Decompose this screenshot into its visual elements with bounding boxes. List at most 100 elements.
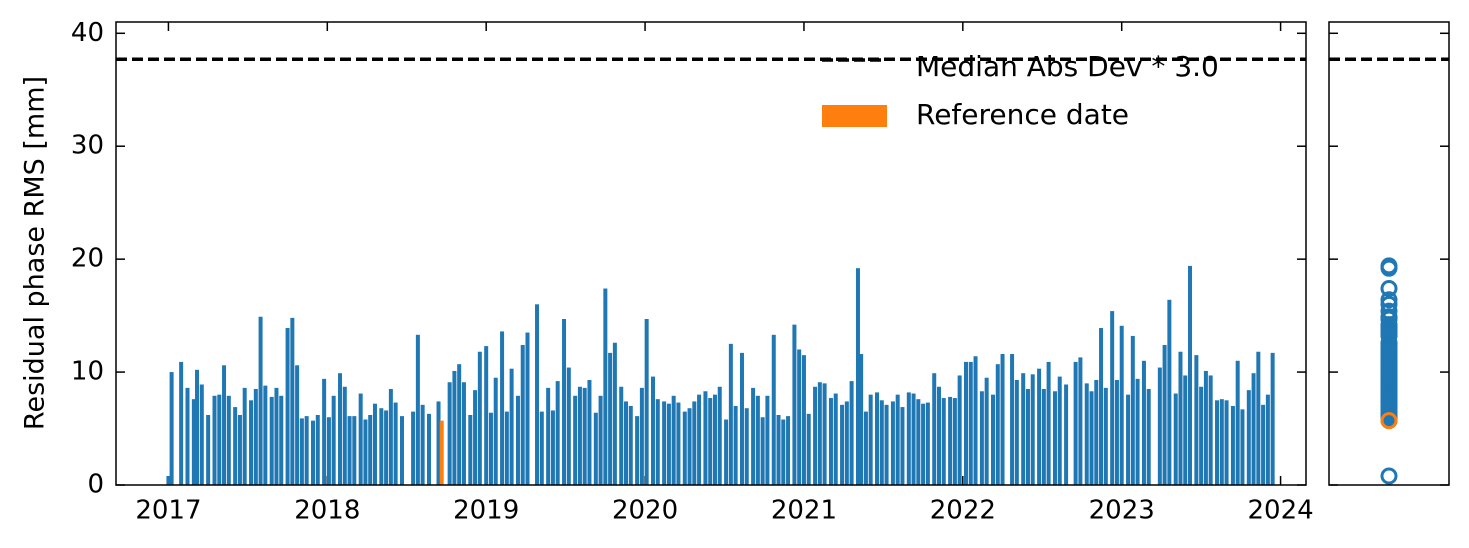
bar [765, 395, 770, 485]
side-point [1380, 344, 1398, 362]
legend-label: Median Abs Dev * 3.0 [916, 50, 1219, 83]
bar [290, 317, 295, 485]
bar [426, 413, 431, 485]
x-tick-label: 2018 [294, 496, 360, 526]
bar [925, 402, 930, 485]
bar [358, 393, 363, 485]
bar [368, 414, 373, 485]
bar [666, 403, 671, 485]
bar [619, 386, 624, 485]
bar [447, 382, 452, 485]
bar [1167, 299, 1172, 485]
bar [712, 394, 717, 485]
bar [1099, 328, 1104, 485]
bar [347, 416, 352, 485]
y-tick-label: 30 [71, 131, 104, 161]
bar [515, 395, 520, 485]
bar [760, 417, 765, 485]
bar [1261, 404, 1266, 485]
bar [635, 416, 640, 485]
bar [751, 387, 756, 485]
bar [233, 407, 238, 485]
bar [792, 324, 797, 485]
bar [1078, 357, 1083, 485]
bar [1094, 379, 1099, 485]
bar [242, 387, 247, 485]
bar [1188, 265, 1193, 485]
bar [964, 361, 968, 485]
bar [520, 344, 525, 485]
bar [1052, 391, 1057, 485]
bar [1103, 387, 1108, 485]
bar [755, 395, 760, 485]
x-tick-label: 2023 [1089, 496, 1155, 526]
bar [1146, 389, 1151, 485]
side-point [1380, 257, 1398, 275]
x-tick-label: 2024 [1247, 496, 1313, 526]
bar [504, 411, 509, 485]
bar [717, 386, 722, 485]
x-tick-label: 2017 [135, 496, 201, 526]
bar [1057, 376, 1062, 485]
bar [263, 385, 268, 485]
bar [995, 364, 1000, 485]
bar [1084, 383, 1089, 485]
bar [352, 416, 357, 485]
bar [415, 334, 420, 485]
bar [1025, 389, 1030, 485]
bar [258, 316, 263, 485]
bar [828, 398, 833, 485]
bar [484, 346, 489, 485]
bar [488, 412, 493, 485]
bar [875, 392, 880, 485]
bar [212, 395, 217, 485]
bar [477, 351, 482, 485]
bar [562, 318, 567, 485]
bar [1021, 373, 1026, 485]
side-point [1380, 386, 1398, 404]
bar [890, 401, 895, 485]
bar [331, 395, 336, 485]
side-point [1380, 317, 1398, 335]
bar [703, 391, 708, 485]
bar [304, 416, 309, 485]
bar [697, 394, 702, 485]
bar [1224, 400, 1229, 485]
bar [900, 407, 905, 485]
bar [628, 405, 633, 485]
bar [1114, 379, 1119, 485]
bar [806, 413, 811, 485]
bar [1037, 368, 1042, 485]
bar [941, 398, 946, 485]
bar [603, 288, 608, 485]
bar [372, 403, 377, 485]
bar [687, 408, 692, 485]
bar [539, 411, 544, 485]
bar [206, 414, 211, 485]
bar [1162, 344, 1167, 485]
x-tick-label: 2022 [930, 496, 996, 526]
bar [639, 387, 644, 485]
y-axis-label: Residual phase RMS [mm] [20, 76, 51, 430]
bar [624, 401, 628, 485]
side-point [1380, 291, 1398, 309]
bar [457, 364, 462, 485]
bar [671, 395, 676, 485]
bar [1265, 394, 1270, 485]
bar [420, 404, 425, 485]
bar [393, 402, 398, 485]
bar [868, 394, 873, 485]
bar [555, 381, 560, 485]
bar [948, 396, 953, 485]
bar [1183, 375, 1188, 485]
bar [1089, 391, 1094, 485]
bar [936, 386, 941, 485]
side-point [1380, 310, 1398, 328]
bar [587, 379, 592, 485]
bar [566, 367, 571, 485]
bar [1014, 379, 1019, 485]
bar [662, 401, 667, 485]
bar [1256, 351, 1261, 485]
legend-label: Reference date [916, 98, 1129, 131]
